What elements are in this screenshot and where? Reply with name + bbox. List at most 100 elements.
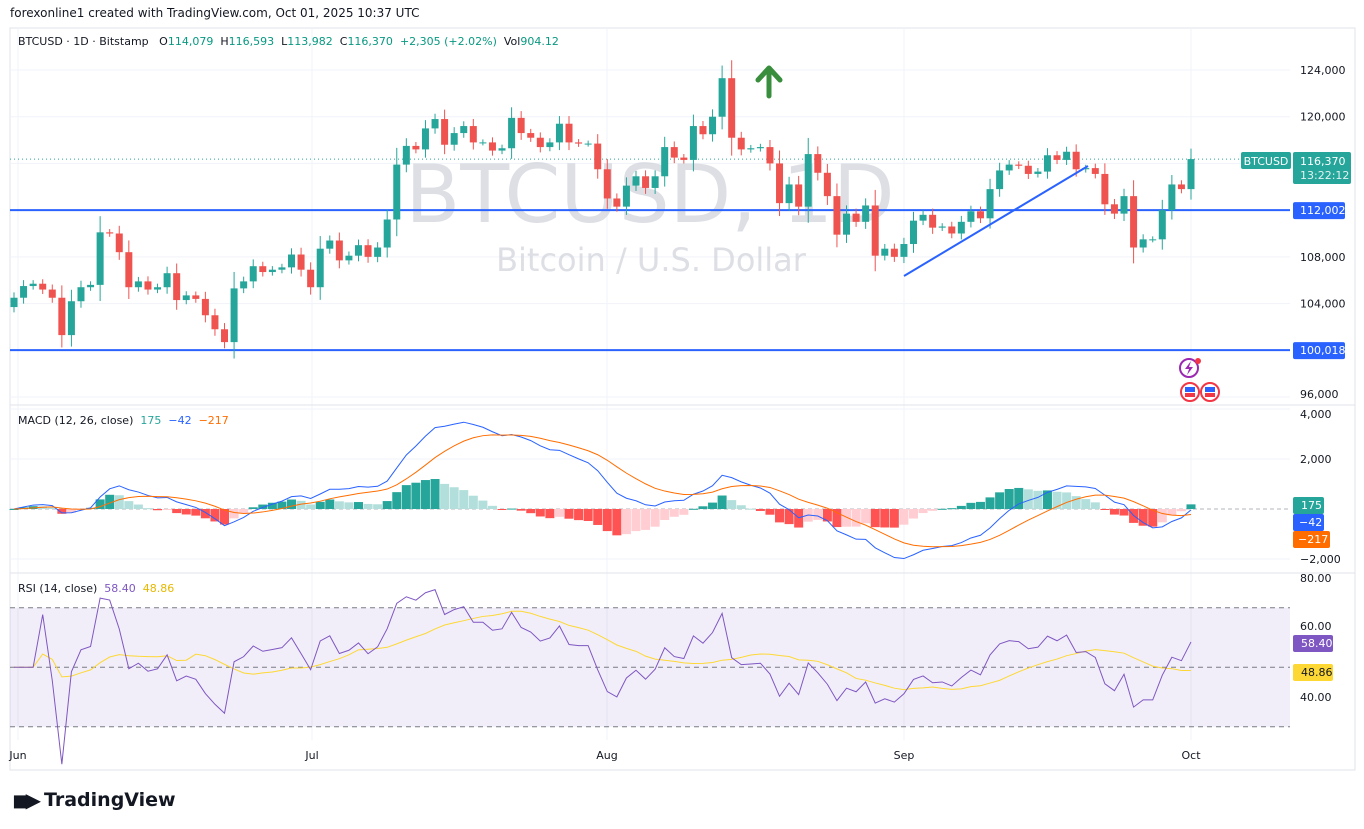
candle	[546, 142, 554, 148]
signal-line	[13, 434, 1192, 548]
macd-histogram-bar	[660, 509, 670, 520]
candle	[421, 128, 429, 150]
candle	[431, 119, 439, 129]
macd-histogram-bar	[353, 502, 363, 509]
macd-histogram-bar	[172, 509, 182, 514]
macd-tick: 2,000	[1300, 453, 1332, 466]
rsi-ma-label	[1293, 664, 1333, 681]
macd-histogram-bar	[66, 509, 76, 513]
macd-histogram-bar	[861, 509, 871, 524]
candle	[144, 281, 152, 290]
candle	[488, 142, 496, 151]
candle	[862, 205, 870, 222]
macd-histogram-bar	[889, 509, 899, 528]
macd-histogram-bar	[975, 501, 985, 509]
macd-histogram-bar	[908, 509, 918, 519]
macd-histogram-bar	[842, 509, 852, 527]
macd-histogram-bar	[497, 509, 507, 510]
lightning-icon[interactable]	[1179, 358, 1199, 378]
candle	[221, 329, 229, 343]
macd-histogram-bar	[698, 506, 708, 509]
candle	[441, 119, 449, 145]
macd-histogram-bar	[784, 509, 794, 525]
candle	[565, 123, 573, 143]
price-tick: 104,000	[1300, 298, 1346, 311]
macd-histogram-bar	[459, 490, 469, 509]
candle	[508, 117, 516, 149]
macd-histogram-bar	[133, 504, 143, 509]
macd-histogram-bar	[114, 495, 124, 509]
macd-histogram-bar	[363, 503, 373, 509]
macd-histogram-bar	[1109, 509, 1119, 515]
macd-histogram-bar	[1186, 504, 1196, 509]
events-icons[interactable]	[1179, 358, 1220, 402]
candle	[1053, 155, 1061, 160]
macd-histogram-bar	[468, 495, 478, 509]
rsi-legend[interactable]: RSI (14, close) 58.40 48.86	[18, 582, 174, 595]
watermark-title: BTCUSD, 1D	[405, 148, 894, 241]
macd-tick: −2,000	[1300, 553, 1341, 566]
macd-histogram-bar	[995, 492, 1005, 509]
symbol-label[interactable]: BTCUSD · 1D · Bitstamp	[18, 35, 149, 48]
candle	[823, 172, 831, 197]
candle	[307, 269, 315, 288]
macd-histogram-bar	[9, 509, 19, 510]
macd-histogram-bar	[1052, 491, 1062, 509]
rsi-tick: 80.00	[1300, 572, 1332, 585]
macd-histogram-bar	[516, 509, 526, 511]
close-label: C	[339, 35, 348, 48]
rsi-tick: 40.00	[1300, 691, 1332, 704]
macd-histogram-bar	[641, 509, 651, 530]
candle	[776, 163, 784, 204]
macd-histogram-bar	[727, 500, 737, 509]
macd-histogram-bar	[1167, 509, 1177, 516]
macd-histogram-bar	[478, 500, 488, 509]
time-tick: Sep	[894, 749, 915, 762]
candle	[1043, 155, 1051, 172]
macd-histogram-bar	[947, 508, 957, 510]
macd-histogram-bar	[210, 509, 220, 522]
macd-histogram-bar	[239, 509, 249, 513]
candle	[584, 143, 592, 145]
macd-histogram-bar	[277, 501, 287, 509]
candle	[249, 266, 257, 282]
macd-histogram-bar	[1148, 509, 1158, 527]
macd-legend[interactable]: MACD (12, 26, close) 175 −42 −217	[18, 414, 229, 427]
rsi-ma-tag: 48.86	[1301, 666, 1333, 679]
candle	[87, 284, 95, 288]
signal-label	[1293, 531, 1330, 548]
macd-histogram-bar	[373, 504, 383, 509]
candle	[536, 137, 544, 148]
rsi-value: 58.40	[104, 582, 136, 595]
trendline[interactable]	[903, 165, 1089, 277]
candle	[412, 145, 420, 150]
candle	[737, 137, 745, 150]
macd-histogram-bar	[1062, 492, 1072, 509]
grid	[10, 28, 1355, 740]
macd-histogram-bar	[430, 479, 440, 509]
candle	[1120, 196, 1128, 214]
candle	[393, 164, 401, 220]
candle	[852, 213, 860, 222]
candle	[986, 189, 994, 219]
candle	[728, 78, 736, 138]
price-axis[interactable]: 124,000 120,000 108,000 104,000 96,000 4,000 2…	[8, 64, 1351, 762]
candle	[613, 198, 621, 207]
macd-histogram-bar	[267, 502, 277, 509]
candle	[134, 281, 142, 288]
macd-histogram-bar	[765, 509, 775, 515]
candle	[240, 281, 248, 289]
high-value: 116,593	[228, 35, 275, 48]
last-price-label	[1293, 152, 1351, 184]
tradingview-logo[interactable]: ◼▶ TradingView	[12, 788, 176, 812]
candle	[268, 269, 276, 273]
level-value: 100,018	[1300, 344, 1346, 357]
candle	[670, 147, 678, 158]
candle	[1091, 168, 1099, 174]
macd-histogram-bar	[382, 501, 392, 509]
time-tick: Jul	[304, 749, 318, 762]
macd-histogram-bar	[535, 509, 545, 517]
macd-histogram-bar	[602, 509, 612, 532]
